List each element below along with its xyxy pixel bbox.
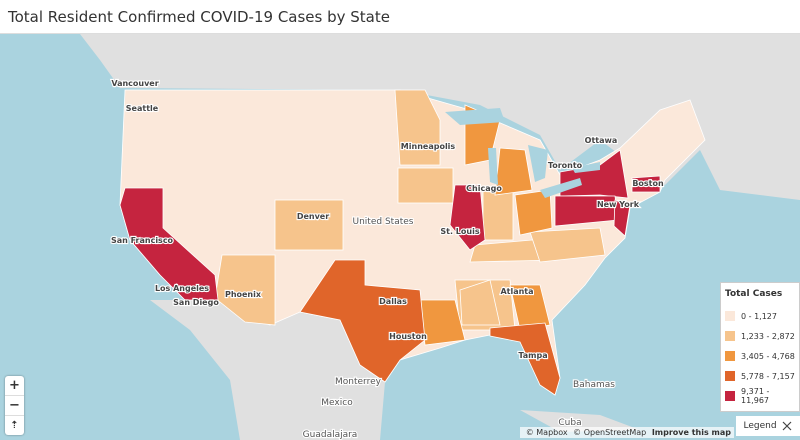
legend-swatch <box>725 351 735 361</box>
place-label: New York <box>597 200 640 209</box>
legend-item: 9,371 - 11,967 <box>725 386 795 406</box>
place-label: Ottawa <box>585 136 618 145</box>
legend-title: Total Cases <box>725 289 783 299</box>
canada <box>0 34 800 200</box>
place-label: San Francisco <box>111 236 174 245</box>
state <box>274 199 344 251</box>
lake <box>572 162 600 173</box>
place-label: Cuba <box>558 418 581 428</box>
legend-label: 0 - 1,127 <box>741 311 777 321</box>
state <box>514 189 553 236</box>
lake <box>540 178 582 198</box>
state <box>119 187 219 301</box>
state <box>299 259 426 383</box>
legend-item: 0 - 1,127 <box>725 306 795 326</box>
place-label: Dallas <box>379 297 407 306</box>
mexico <box>150 300 385 440</box>
state <box>631 175 661 193</box>
lake <box>528 145 548 182</box>
state <box>613 199 631 237</box>
place-label: Phoenix <box>225 290 262 299</box>
legend-label: 9,371 - 11,967 <box>741 387 770 405</box>
legend-item: 1,233 - 2,872 <box>725 326 795 346</box>
place-label: San Diego <box>173 298 219 307</box>
lake <box>488 148 498 185</box>
zoom-out[interactable]: − <box>5 396 24 416</box>
lake <box>445 108 505 125</box>
attribution-link[interactable]: © Mapbox <box>525 428 568 437</box>
place-label: Mexico <box>321 398 353 408</box>
state <box>509 284 551 331</box>
place-label: Toronto <box>548 161 583 170</box>
state <box>482 189 514 241</box>
legend-label: 3,405 - 4,768 <box>741 351 795 361</box>
state <box>459 279 501 326</box>
cuba-land <box>520 410 640 432</box>
title: Total Resident Confirmed COVID-19 Cases … <box>8 8 390 26</box>
attribution-link[interactable]: Improve this map <box>651 428 731 437</box>
legend-swatch <box>725 311 735 321</box>
place-label: Los Angeles <box>155 284 209 293</box>
map[interactable]: Vancouver Seattle Ottawa Toronto Minneap… <box>0 34 800 440</box>
legend-label: 5,778 - 7,157 <box>741 371 795 381</box>
place-label: Vancouver <box>111 79 158 88</box>
legend-rows: 0 - 1,127 1,233 - 2,872 3,405 - 4,768 5,778… <box>725 306 795 406</box>
place-label: St. Louis <box>440 227 479 236</box>
place-label: Atlanta <box>500 287 533 296</box>
place-label: Seattle <box>126 104 159 113</box>
attribution: © Mapbox © OpenStreetMap Improve this ma… <box>519 427 734 438</box>
state <box>489 322 561 396</box>
legend-toggle[interactable]: Legend <box>736 416 800 436</box>
legend-swatch <box>725 331 735 341</box>
legend-item: 3,405 - 4,768 <box>725 346 795 366</box>
zoom-controls: + − ⇡ <box>5 376 24 435</box>
place-label: Denver <box>297 212 329 221</box>
place-label: United States <box>353 217 414 227</box>
place-label: Chicago <box>466 184 502 193</box>
state <box>529 227 606 263</box>
legend-label: 1,233 - 2,872 <box>741 331 795 341</box>
place-label: Monterrey <box>335 377 382 387</box>
close-icon <box>782 421 791 431</box>
legend-item: 5,778 - 7,157 <box>725 366 795 386</box>
place-label: Boston <box>632 179 664 188</box>
state <box>449 184 486 251</box>
place-label: Bahamas <box>573 380 615 390</box>
place-labels: Vancouver Seattle Ottawa Toronto Minneap… <box>110 78 665 440</box>
legend-swatch <box>725 371 735 381</box>
compass[interactable]: ⇡ <box>10 420 19 431</box>
place-label: Houston <box>389 332 427 341</box>
header: Total Resident Confirmed COVID-19 Cases … <box>0 0 800 34</box>
state <box>397 167 454 204</box>
place-label: Guadalajara <box>303 430 358 440</box>
state <box>394 89 441 166</box>
place-label: Tampa <box>518 351 547 360</box>
zoom-in[interactable]: + <box>5 376 24 396</box>
legend-swatch <box>725 391 735 401</box>
place-label: Minneapolis <box>401 142 456 151</box>
legend: Total Cases 0 - 1,127 1,233 - 2,872 3,405 … <box>720 282 800 412</box>
legend-toggle-label: Legend <box>743 421 777 431</box>
attribution-link[interactable]: © OpenStreetMap <box>573 428 647 437</box>
